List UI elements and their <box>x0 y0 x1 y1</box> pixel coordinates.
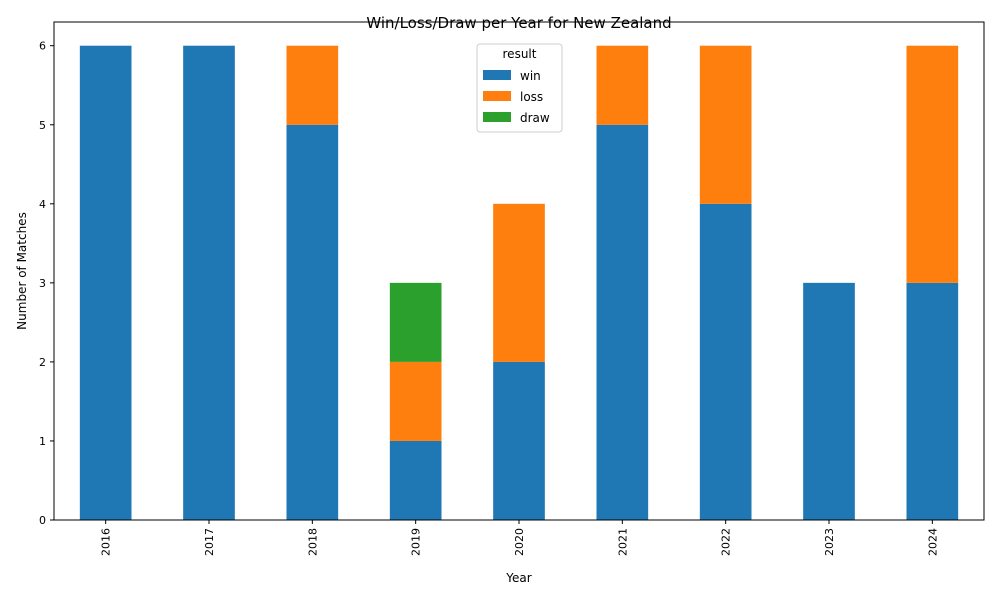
bar-win-2024 <box>906 282 959 520</box>
legend-swatch-win <box>483 70 511 80</box>
bar-win-2017 <box>183 45 235 520</box>
x-tick-label: 2017 <box>203 528 216 556</box>
bar-loss-2019 <box>389 361 442 441</box>
x-tick-label: 2023 <box>823 528 836 556</box>
x-tick-label: 2024 <box>926 528 939 556</box>
bar-win-2022 <box>699 203 752 521</box>
legend-swatch-loss <box>483 91 511 101</box>
bar-win-2020 <box>493 361 545 520</box>
bar-loss-2018 <box>286 45 339 125</box>
bar-loss-2022 <box>699 45 752 204</box>
y-tick-label: 3 <box>39 277 46 290</box>
bar-loss-2024 <box>906 45 959 283</box>
x-tick-label: 2019 <box>410 528 423 556</box>
x-tick-label: 2018 <box>306 528 319 556</box>
legend-title: result <box>503 47 537 61</box>
bar-loss-2021 <box>596 45 649 125</box>
y-tick-label: 4 <box>39 198 46 211</box>
x-axis-label: Year <box>505 571 531 585</box>
y-tick-label: 6 <box>39 40 46 53</box>
x-tick-label: 2021 <box>616 528 629 556</box>
x-tick-label: 2022 <box>720 528 733 556</box>
bar-draw-2019 <box>389 282 442 362</box>
x-tick-label: 2020 <box>513 528 526 556</box>
y-tick-label: 0 <box>39 514 46 527</box>
x-axis: 2016 2017 2018 2019 2020 2021 2022 2023 2024 <box>100 520 939 556</box>
legend-label-draw: draw <box>520 111 550 125</box>
bar-win-2019 <box>389 440 442 520</box>
y-tick-label: 2 <box>39 356 46 369</box>
y-tick-label: 1 <box>39 435 46 448</box>
bars-layer <box>79 45 959 521</box>
legend-label-win: win <box>520 69 541 83</box>
bar-win-2018 <box>286 124 339 520</box>
bar-win-2021 <box>596 124 649 520</box>
bar-loss-2020 <box>493 203 545 362</box>
legend: result win loss draw <box>476 43 563 133</box>
plot-frame <box>53 21 985 521</box>
chart-title: Win/Loss/Draw per Year for New Zealand <box>366 14 671 32</box>
y-tick-label: 5 <box>39 119 46 132</box>
y-axis: 0 1 2 3 4 5 6 <box>39 40 54 527</box>
y-axis-label: Number of Matches <box>15 212 29 330</box>
bar-win-2023 <box>803 282 855 520</box>
legend-swatch-draw <box>483 112 511 122</box>
x-tick-label: 2016 <box>100 528 113 556</box>
bar-win-2016 <box>79 45 132 520</box>
legend-box <box>476 43 563 133</box>
legend-label-loss: loss <box>520 90 543 104</box>
